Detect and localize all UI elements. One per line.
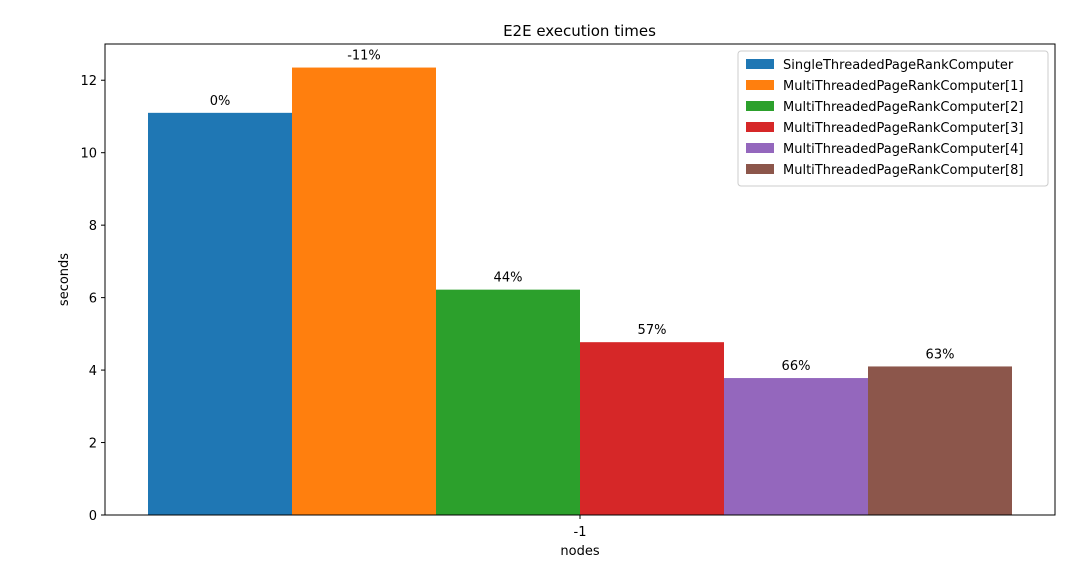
x-axis: -1: [574, 515, 587, 540]
plot-frame: [104, 43, 1056, 516]
legend-label-4: MultiThreadedPageRankComputer[4]: [783, 142, 1023, 157]
data-label-series-1: -11%: [347, 49, 381, 64]
legend-label-2: MultiThreadedPageRankComputer[2]: [783, 100, 1023, 115]
x-tick-label-0: -1: [574, 525, 587, 540]
y-tick-label-3: 6: [89, 292, 97, 307]
legend-label-5: MultiThreadedPageRankComputer[8]: [783, 163, 1023, 178]
legend-swatch-2: [746, 101, 774, 111]
legend-swatch-3: [746, 122, 774, 132]
y-tick-label-6: 12: [80, 74, 97, 89]
bars-group: [148, 67, 1012, 516]
legend-swatch-0: [746, 59, 774, 69]
bar-series-1: [292, 67, 436, 516]
bar-series-4: [724, 378, 868, 515]
legend-label-3: MultiThreadedPageRankComputer[3]: [783, 121, 1023, 136]
y-tick-label-0: 0: [89, 509, 97, 524]
data-label-series-5: 63%: [926, 347, 955, 362]
y-tick-label-2: 4: [89, 364, 97, 379]
legend-swatch-4: [746, 143, 774, 153]
legend-swatch-1: [746, 80, 774, 90]
legend-label-1: MultiThreadedPageRankComputer[1]: [783, 79, 1023, 94]
legend-swatch-5: [746, 164, 774, 174]
data-label-series-2: 44%: [494, 271, 523, 286]
data-label-series-0: 0%: [210, 94, 231, 109]
y-tick-label-1: 2: [89, 437, 97, 452]
y-axis: 0 2 4 6 8 10 12: [80, 74, 105, 524]
bar-series-2: [436, 289, 580, 515]
bar-series-0: [148, 112, 292, 515]
data-labels-group: 0% -11% 44% 57% 66% 63%: [210, 49, 955, 374]
y-axis-label: seconds: [57, 253, 72, 306]
bar-series-3: [580, 342, 724, 515]
chart-title: E2E execution times: [503, 22, 656, 40]
legend-box: [737, 50, 1049, 187]
y-tick-label-5: 10: [80, 147, 97, 162]
legend-label-0: SingleThreadedPageRankComputer: [783, 58, 1014, 73]
legend: SingleThreadedPageRankComputer MultiThrea…: [737, 50, 1049, 187]
x-axis-label: nodes: [560, 544, 599, 559]
data-label-series-4: 66%: [782, 359, 811, 374]
y-tick-label-4: 8: [89, 219, 97, 234]
data-label-series-3: 57%: [638, 323, 667, 338]
bar-series-5: [868, 366, 1012, 515]
